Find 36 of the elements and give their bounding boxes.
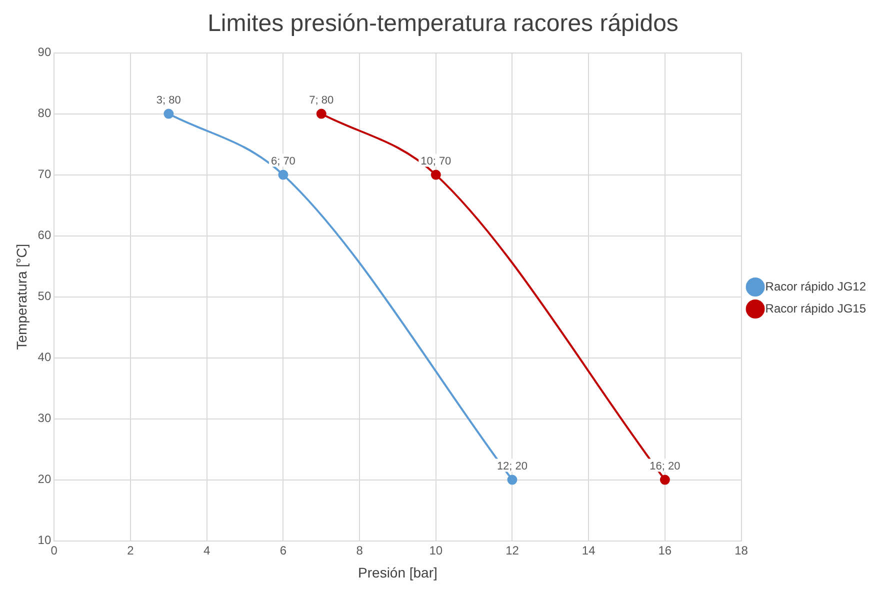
- x-tick-label: 0: [50, 543, 58, 558]
- point: [507, 474, 518, 485]
- y-tick-label: 80: [38, 106, 52, 120]
- chart-title: Limites presión-temperatura racores rápidos: [208, 10, 678, 38]
- point: [660, 474, 670, 485]
- y-tick-label: 10: [38, 533, 52, 548]
- x-tick-label: 10: [429, 543, 443, 558]
- data-label: 6; 70: [270, 155, 296, 168]
- point: [164, 108, 174, 119]
- y-tick-label: 60: [38, 228, 52, 242]
- data-label: 3; 80: [156, 94, 181, 106]
- y-tick-label: 40: [38, 350, 52, 364]
- point: [278, 170, 288, 180]
- x-axis-title: Presión [bar]: [358, 564, 438, 580]
- data-label: 7; 80: [309, 94, 334, 106]
- y-tick-label: 70: [38, 167, 52, 182]
- y-axis-title: Temperatura [°C]: [13, 244, 30, 350]
- x-tick-label: 8: [356, 543, 364, 558]
- point: [430, 170, 441, 180]
- legend-label: Racor rápido JG12: [765, 279, 866, 294]
- y-tick-label: 50: [38, 289, 52, 304]
- point: [316, 108, 326, 119]
- y-tick-label: 30: [38, 411, 52, 426]
- x-tick-label: 14: [582, 543, 596, 558]
- y-tick-label: 90: [38, 45, 52, 60]
- x-tick-label: 12: [506, 543, 520, 558]
- legend-label: Racor rápido JG15: [765, 301, 866, 316]
- data-label: 16; 20: [650, 460, 680, 472]
- data-label: 10; 70: [420, 155, 452, 168]
- y-tick-label: 20: [38, 472, 52, 486]
- x-tick-label: 16: [658, 543, 672, 558]
- x-tick-label: 6: [280, 543, 287, 558]
- x-tick-label: 2: [127, 543, 134, 558]
- data-label: 12; 20: [496, 460, 528, 472]
- x-tick-label: 18: [734, 543, 748, 558]
- x-tick-label: 4: [204, 543, 210, 558]
